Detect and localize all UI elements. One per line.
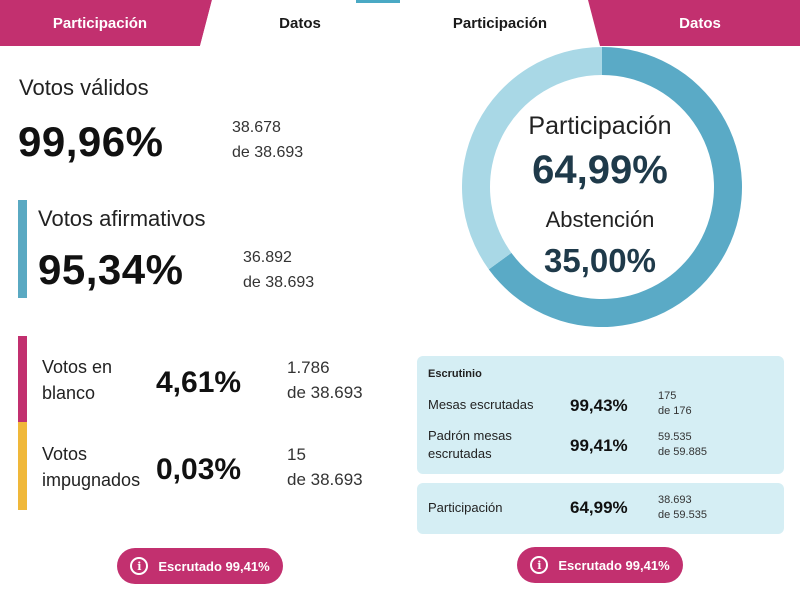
mesas-escrutadas-value: 175 xyxy=(658,390,677,402)
votos-afirmativos-total: de 38.693 xyxy=(243,274,315,291)
votos-validos-pct: 99,96% xyxy=(18,118,164,165)
mesas-escrutadas-pct: 99,43% xyxy=(570,396,628,415)
padron-mesas-total: de 59.885 xyxy=(658,446,707,458)
votos-impugnados-label: Votos impugnados xyxy=(42,441,140,493)
escrutado-label: Escrutado 99,41% xyxy=(158,558,270,574)
blanco-color-bar xyxy=(18,336,27,422)
participacion-card-label: Participación xyxy=(428,500,503,515)
escrutado-label: Escrutado 99,41% xyxy=(558,557,670,573)
participacion-card-count: 38.693 de 59.535 xyxy=(658,493,707,523)
padron-mesas-value: 59.535 xyxy=(658,431,692,443)
votos-impugnados-total: de 38.693 xyxy=(287,470,363,489)
votos-afirmativos-label: Votos afirmativos xyxy=(38,206,206,231)
votos-impugnados-label-line1: Votos xyxy=(42,444,88,464)
padron-mesas-count: 59.535 de 59.885 xyxy=(658,430,707,460)
votos-blanco-pct: 4,61% xyxy=(156,366,242,399)
padron-mesas-label: Padrón mesas escrutadas xyxy=(428,427,512,463)
padron-mesas-label-line2: escrutadas xyxy=(428,446,492,461)
escrutado-button[interactable]: i Escrutado 99,41% xyxy=(517,547,683,583)
tab-bar-background xyxy=(0,0,400,46)
info-icon: i xyxy=(530,556,549,574)
votos-impugnados-label-line2: impugnados xyxy=(42,470,141,490)
mesas-escrutadas-label: Mesas escrutadas xyxy=(428,397,534,412)
votos-blanco-count: 1.786 de 38.693 xyxy=(287,355,363,405)
tab-datos[interactable]: Datos xyxy=(679,14,721,32)
participacion-donut-pct: 64,99% xyxy=(532,148,668,192)
tab-participacion[interactable]: Participación xyxy=(52,14,148,32)
votos-validos-count: 38.678 de 38.693 xyxy=(232,115,303,165)
participacion-panel: Participación Datos Participación 64,99%… xyxy=(400,0,800,599)
mesas-escrutadas-count: 175 de 176 xyxy=(658,389,692,419)
padron-mesas-pct: 99,41% xyxy=(570,436,628,455)
participacion-card-value: 38.693 xyxy=(658,494,692,506)
escrutinio-title: Escrutinio xyxy=(428,368,482,380)
abstencion-donut-pct: 35,00% xyxy=(544,242,656,279)
votos-validos-label: Votos válidos xyxy=(19,75,149,100)
afirmativos-color-bar xyxy=(18,200,27,298)
tab-top-indicator xyxy=(356,0,400,3)
escrutinio-card: Escrutinio Mesas escrutadas 99,43% 175 d… xyxy=(417,356,784,474)
votos-afirmativos-pct: 95,34% xyxy=(38,246,184,293)
mesas-escrutadas-total: de 176 xyxy=(658,405,692,417)
votos-blanco-total: de 38.693 xyxy=(287,383,363,402)
participacion-card: Participación 64,99% 38.693 de 59.535 xyxy=(417,483,784,534)
escrutado-button[interactable]: i Escrutado 99,41% xyxy=(117,548,283,584)
abstencion-donut-label: Abstención xyxy=(545,207,655,232)
votos-blanco-label-line1: Votos en xyxy=(42,357,113,377)
participacion-card-total: de 59.535 xyxy=(658,509,707,521)
votos-validos-value: 38.678 xyxy=(232,119,281,136)
votos-impugnados-value: 15 xyxy=(287,445,306,464)
participacion-card-pct: 64,99% xyxy=(570,498,628,517)
participacion-donut-chart xyxy=(462,47,742,327)
tab-datos[interactable]: Datos xyxy=(279,14,321,32)
tab-participacion[interactable]: Participación xyxy=(452,14,548,32)
donut-slice-abstencion xyxy=(462,47,602,270)
votos-afirmativos-count: 36.892 de 38.693 xyxy=(243,245,314,295)
info-icon: i xyxy=(130,557,149,575)
votos-validos-total: de 38.693 xyxy=(232,144,304,161)
votos-impugnados-count: 15 de 38.693 xyxy=(287,442,363,492)
datos-panel: Participación Datos Votos válidos 99,96%… xyxy=(0,0,400,584)
impugnados-color-bar xyxy=(18,422,27,510)
votos-afirmativos-value: 36.892 xyxy=(243,249,292,266)
votos-impugnados-pct: 0,03% xyxy=(156,453,242,486)
tab-bar: Participación Datos xyxy=(0,0,400,46)
tab-bar: Participación Datos xyxy=(400,0,800,46)
votos-blanco-label-line2: blanco xyxy=(42,383,96,403)
votos-blanco-value: 1.786 xyxy=(287,358,330,377)
padron-mesas-label-line1: Padrón mesas xyxy=(428,428,512,443)
participacion-donut-label: Participación xyxy=(528,112,672,140)
tab-bar-background xyxy=(400,0,800,46)
votos-blanco-label: Votos en blanco xyxy=(42,354,112,406)
